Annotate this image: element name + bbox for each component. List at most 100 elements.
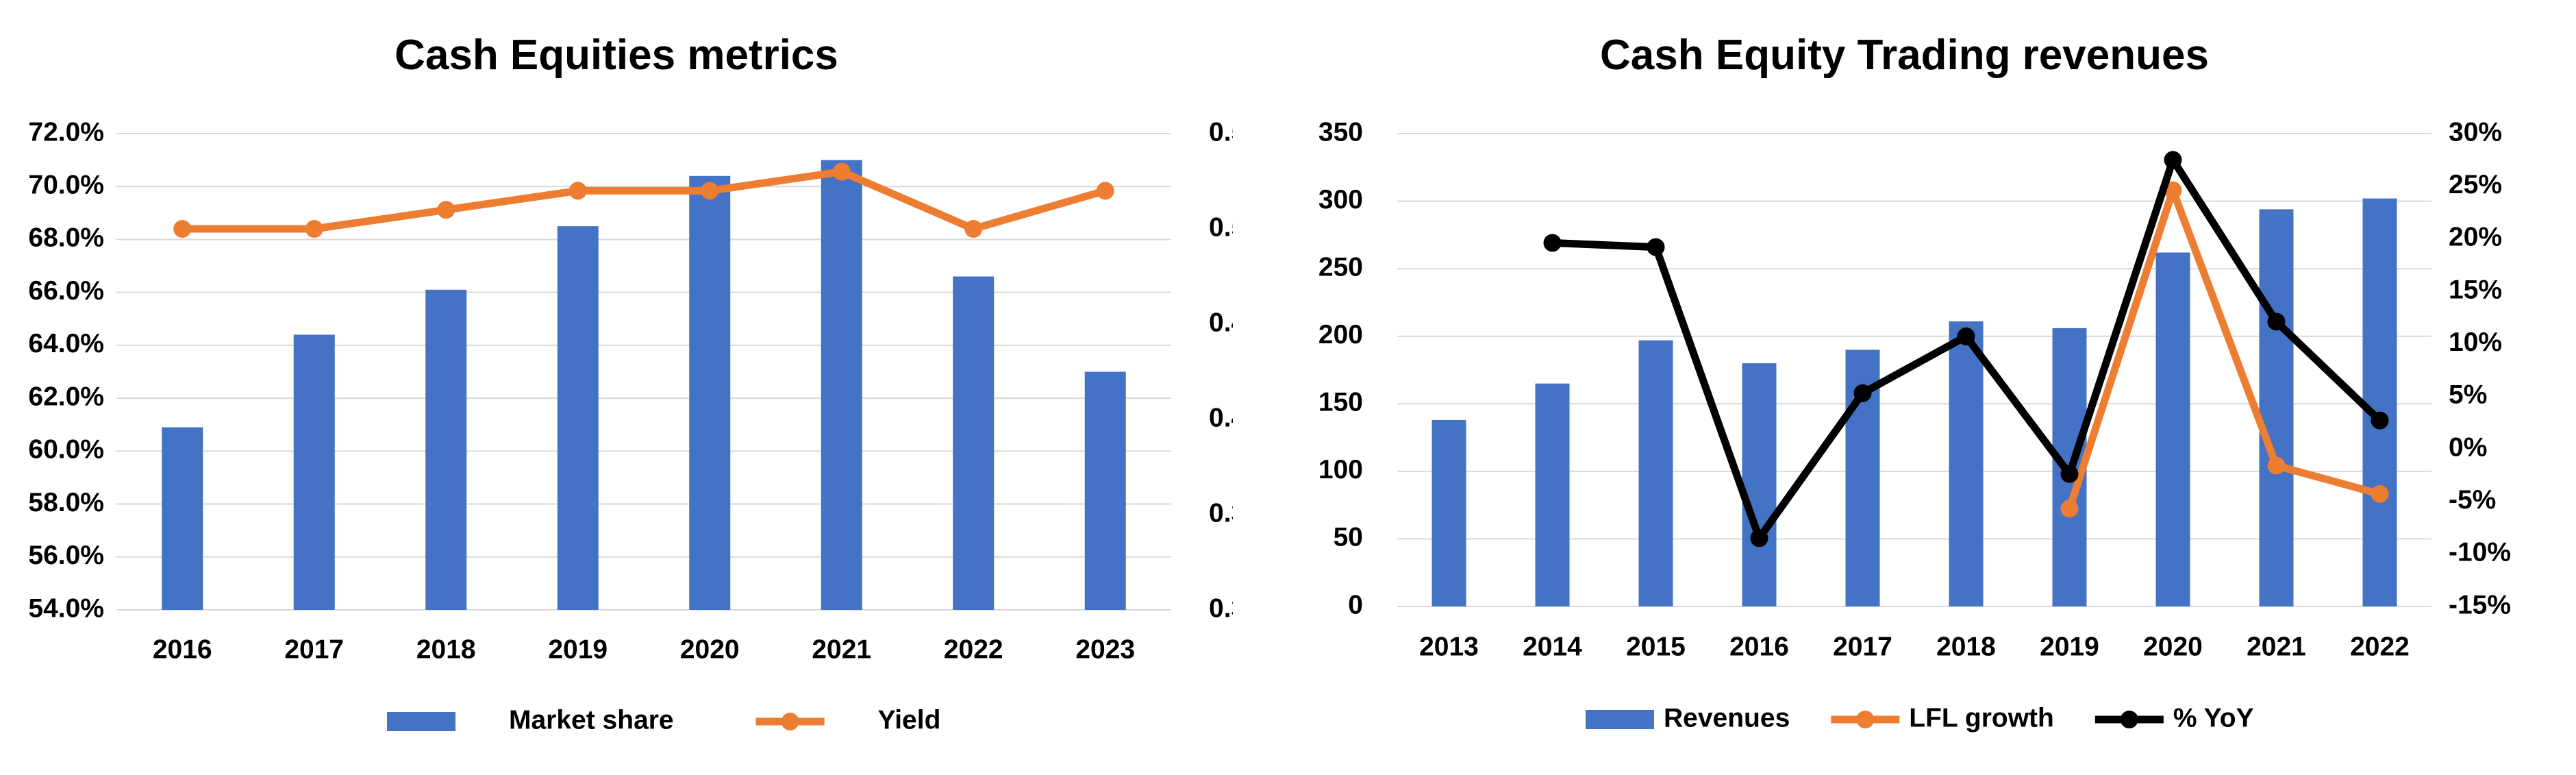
y-left-tick-label: 54.0% — [28, 593, 104, 623]
y-right-tick-label: 30% — [2449, 117, 2502, 147]
bar — [1742, 363, 1777, 606]
chart-title: Cash Equities metrics — [395, 32, 838, 79]
bar — [1084, 371, 1126, 610]
bar — [2259, 209, 2294, 606]
x-tick-label: 2023 — [1075, 635, 1135, 664]
y-left-tick-label: 100 — [1318, 455, 1363, 484]
x-tick-label: 2022 — [2350, 632, 2410, 661]
y-right-tick-label: 10% — [2449, 328, 2502, 357]
y-left-tick-label: 250 — [1318, 252, 1363, 282]
data-point — [2267, 456, 2286, 475]
legend-marker — [781, 713, 799, 730]
bar — [1638, 340, 1673, 606]
y-right-tick-label: 0% — [2449, 432, 2487, 462]
y-right-tick-label: 25% — [2449, 170, 2502, 199]
data-point — [2060, 500, 2079, 518]
y-left-tick-label: 68.0% — [28, 223, 104, 253]
x-tick-label: 2018 — [416, 635, 476, 664]
y-right-tick-label: 0.45 — [1209, 308, 1233, 337]
legend-marker — [1856, 711, 1875, 728]
bar — [2362, 198, 2397, 607]
y-left-tick-label: 66.0% — [28, 276, 104, 306]
bar — [1535, 383, 1570, 606]
data-point — [2164, 151, 2182, 169]
x-tick-label: 2019 — [2040, 632, 2099, 661]
y-right-tick-label: 0.50 — [1209, 212, 1233, 242]
data-point — [2267, 312, 2286, 331]
x-tick-label: 2018 — [1936, 632, 1996, 661]
x-tick-label: 2016 — [1729, 632, 1789, 661]
legend-label: Revenues — [1664, 703, 1790, 733]
data-point — [1853, 384, 1872, 402]
x-tick-label: 2021 — [812, 635, 871, 664]
data-point — [1096, 182, 1114, 200]
x-tick-label: 2020 — [2143, 632, 2203, 661]
bar — [689, 175, 731, 610]
data-point — [2060, 465, 2079, 483]
x-tick-label: 2019 — [548, 635, 608, 664]
bar — [821, 160, 862, 611]
chart-canvas: 0 50 100 150 200 250 300 350 -15% -10% -5% 0% 5% 10% 1… — [1318, 117, 2511, 733]
y-right-tick-label: 15% — [2449, 275, 2502, 304]
data-point — [568, 182, 587, 200]
bar — [425, 289, 467, 610]
data-point — [2371, 411, 2389, 430]
y-right-tick-label: 0.30 — [1209, 593, 1233, 623]
legend-label: % YoY — [2173, 703, 2254, 733]
bar — [557, 226, 599, 610]
chart-canvas: 54.0% 56.0% 58.0% 60.0% 62.0% 64.0% 66.0% 68.0%… — [28, 117, 1233, 735]
y-left-tick-label: 64.0% — [28, 329, 104, 358]
chart-title: Cash Equity Trading revenues — [1600, 32, 2209, 79]
data-point — [305, 220, 323, 238]
y-left-tick-label: 50 — [1334, 523, 1363, 552]
data-point — [1543, 234, 1562, 252]
y-left-tick-label: 300 — [1318, 185, 1363, 214]
x-tick-label: 2017 — [1833, 632, 1892, 661]
x-tick-label: 2017 — [284, 635, 344, 664]
chart-panel-trading-revenues: Cash Equity Trading revenues 0 50 100 150 20… — [1233, 0, 2576, 775]
y-right-tick-label: -5% — [2449, 485, 2496, 515]
y-right-tick-label: 0.35 — [1209, 498, 1233, 528]
y-right-tick-label: 0.40 — [1209, 403, 1233, 432]
data-point — [1750, 529, 1768, 548]
data-point — [2164, 181, 2182, 199]
bar — [1431, 419, 1466, 606]
legend-label: Yield — [878, 705, 941, 735]
legend-swatch — [1586, 710, 1654, 729]
data-point — [173, 220, 192, 238]
series-line — [2066, 186, 2384, 513]
y-left-tick-label: 62.0% — [28, 382, 104, 411]
x-tick-label: 2014 — [1523, 632, 1582, 661]
y-left-tick-label: 150 — [1318, 388, 1363, 417]
legend-label: Market share — [509, 705, 674, 735]
x-tick-label: 2022 — [944, 635, 1003, 664]
y-left-tick-label: 200 — [1318, 320, 1363, 349]
x-tick-label: 2016 — [153, 635, 212, 664]
y-right-tick-label: 20% — [2449, 223, 2502, 252]
y-right-tick-label: 5% — [2449, 380, 2487, 410]
legend-swatch — [387, 712, 455, 731]
y-right-tick-label: 0.55 — [1209, 117, 1233, 147]
data-point — [964, 220, 983, 238]
legend-marker — [2120, 711, 2138, 728]
data-point — [2371, 484, 2389, 503]
data-point — [832, 162, 851, 181]
y-left-tick-label: 58.0% — [28, 488, 104, 517]
y-left-tick-label: 0 — [1348, 590, 1363, 619]
bar — [293, 334, 335, 610]
y-left-tick-label: 56.0% — [28, 541, 104, 570]
y-left-tick-label: 350 — [1318, 117, 1363, 147]
x-tick-label: 2021 — [2247, 632, 2306, 661]
bar — [953, 276, 995, 610]
data-point — [1957, 327, 1975, 345]
chart-panel-market-share: Cash Equities metrics 54.0% 56.0% 58.0% 60.… — [0, 0, 1233, 775]
series-line — [178, 168, 1110, 233]
x-tick-label: 2020 — [680, 635, 740, 664]
y-left-tick-label: 70.0% — [28, 171, 104, 200]
x-tick-label: 2013 — [1419, 632, 1479, 661]
y-right-tick-label: -10% — [2449, 538, 2511, 567]
bar — [162, 427, 203, 610]
data-point — [437, 201, 455, 219]
x-tick-label: 2015 — [1626, 632, 1686, 661]
y-right-tick-label: -15% — [2449, 590, 2511, 619]
